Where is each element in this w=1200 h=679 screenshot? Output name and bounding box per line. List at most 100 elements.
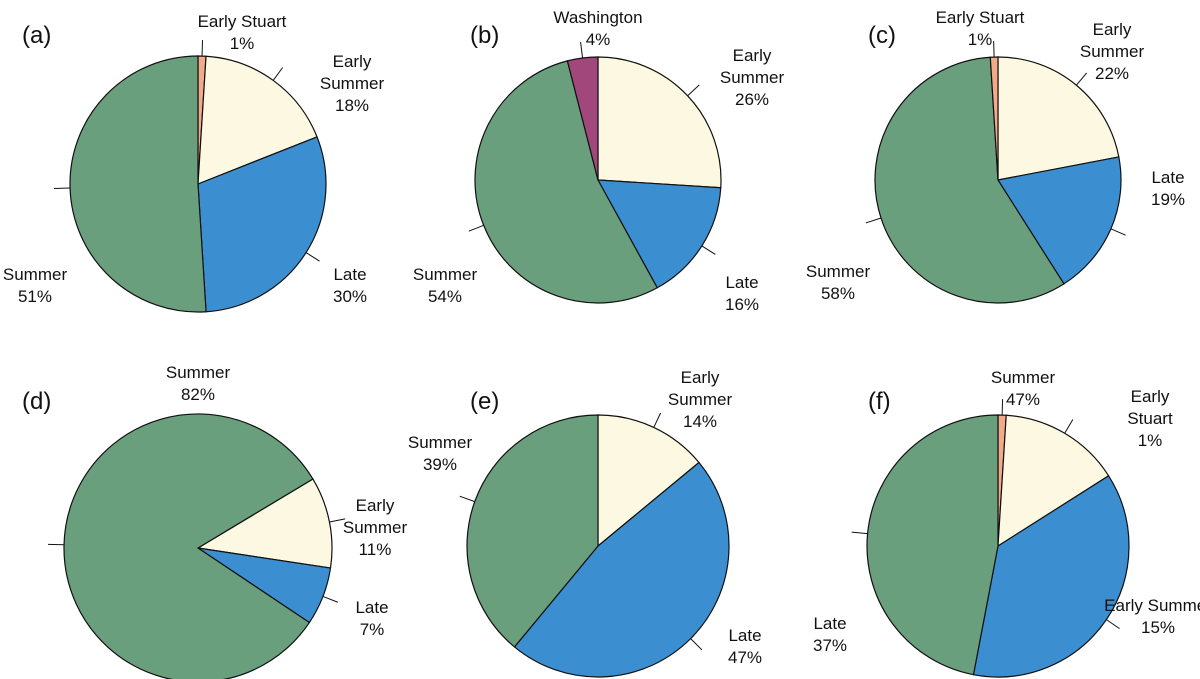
leader-line [1106,619,1120,630]
slice-value: 47% [727,648,763,667]
slice-label: Summer 39% [408,432,472,476]
slice-label: Late 7% [355,597,388,641]
slice-label: Early Summer 18% [317,51,387,117]
panel-label: (e) [470,388,500,415]
slice-value: 22% [1094,64,1130,83]
panel-label: (f) [868,388,891,415]
slice-value: 54% [427,287,463,306]
slice-value: 7% [359,620,385,639]
pie-slice [997,414,1110,548]
slice-name: Early Stuart [197,12,287,31]
pie-slice [989,56,999,181]
slice-label: Late 30% [333,264,367,308]
slice-name: Early Summer [319,52,385,93]
leader-line [1001,399,1004,416]
leader-line [865,217,882,224]
slice-label: Summer 82% [166,362,230,406]
leader-line [687,84,700,97]
pie-slice [597,56,722,189]
slice-value: 4% [585,30,611,49]
slice-name: Early Stuart [935,8,1025,27]
slice-value: 1% [967,30,993,49]
slice-label: Early Summer 26% [717,45,787,111]
slice-label: Early Summer 14% [665,367,735,433]
panel-label: (c) [868,22,896,49]
slice-label: Late 19% [1151,167,1185,211]
slice-label: Early Summer 22% [1077,19,1147,85]
slice-value: 15% [1140,618,1176,637]
slice-name: Late [333,265,367,284]
slice-name: Early Summer [667,368,733,409]
panel-label: (d) [22,388,52,415]
panel-label: (b) [470,22,500,49]
leader-line [653,412,662,428]
slice-name: Early Summer [1104,596,1200,615]
slice-name: Summer [805,262,871,281]
leader-line [993,41,995,58]
leader-line [701,245,716,255]
pie-slice [874,56,1065,304]
slice-value: 47% [1005,390,1041,409]
slice-name: Early Summer [719,46,785,87]
pie-slice [196,478,333,569]
slice-label: Early Summer 11% [340,495,410,561]
slice-value: 18% [334,96,370,115]
slice-label: Early Summer 15% [1104,595,1200,639]
slice-label: Summer 54% [413,264,477,308]
slice-label: Summer 51% [3,264,67,308]
leader-line [580,42,584,59]
slice-value: 14% [682,412,718,431]
slice-value: 82% [180,385,216,404]
slice-name: Summer [407,433,473,452]
leader-line [201,40,204,57]
slice-name: Early Stuart [1127,387,1173,428]
pie-slice [597,414,700,548]
slice-value: 19% [1150,190,1186,209]
slice-value: 58% [820,284,856,303]
slice-label: Washington 4% [553,7,642,51]
pie-slice [197,136,327,313]
slice-name: Early Summer [1079,20,1145,61]
leader-line [1110,228,1126,236]
slice-name: Early Summer [342,496,408,537]
slice-name: Late [813,614,847,633]
slice-name: Washington [553,8,643,27]
slice-label: Summer 58% [806,261,870,305]
slice-value: 30% [332,287,368,306]
slice-name: Late [725,273,759,292]
leader-line [1064,419,1074,434]
leader-line [329,518,346,523]
slice-value: 11% [358,540,392,559]
pie-slice [513,461,730,678]
slice-label: Early Stuart 1% [198,11,287,55]
leader-line [322,595,339,603]
slice-name: Summer [2,265,68,284]
slice-label: Summer 47% [991,367,1055,411]
slice-value: 1% [229,34,255,53]
leader-line [468,224,484,232]
slice-name: Late [728,626,762,645]
leader-line [851,531,868,535]
slice-value: 26% [734,90,770,109]
slice-name: Summer [990,368,1056,387]
pie-slice [474,60,659,304]
slice-label: Late 16% [725,272,759,316]
panel-label: (a) [22,22,52,49]
slice-value: 39% [422,455,458,474]
slice-name: Summer [412,265,478,284]
leader-line [690,638,703,651]
pie-slice [997,56,1120,181]
leader-line [272,67,284,81]
slice-value: 51% [17,287,53,306]
slice-name: Late [1151,168,1185,187]
slice-value: 16% [724,295,760,314]
slice-value: 1% [1137,431,1163,450]
leader-line [459,495,475,503]
leader-line [305,252,320,262]
pie-slice [69,55,207,313]
slice-label: Early Stuart 1% [936,7,1025,51]
slice-name: Summer [165,363,231,382]
slice-label: Late 47% [728,625,762,669]
